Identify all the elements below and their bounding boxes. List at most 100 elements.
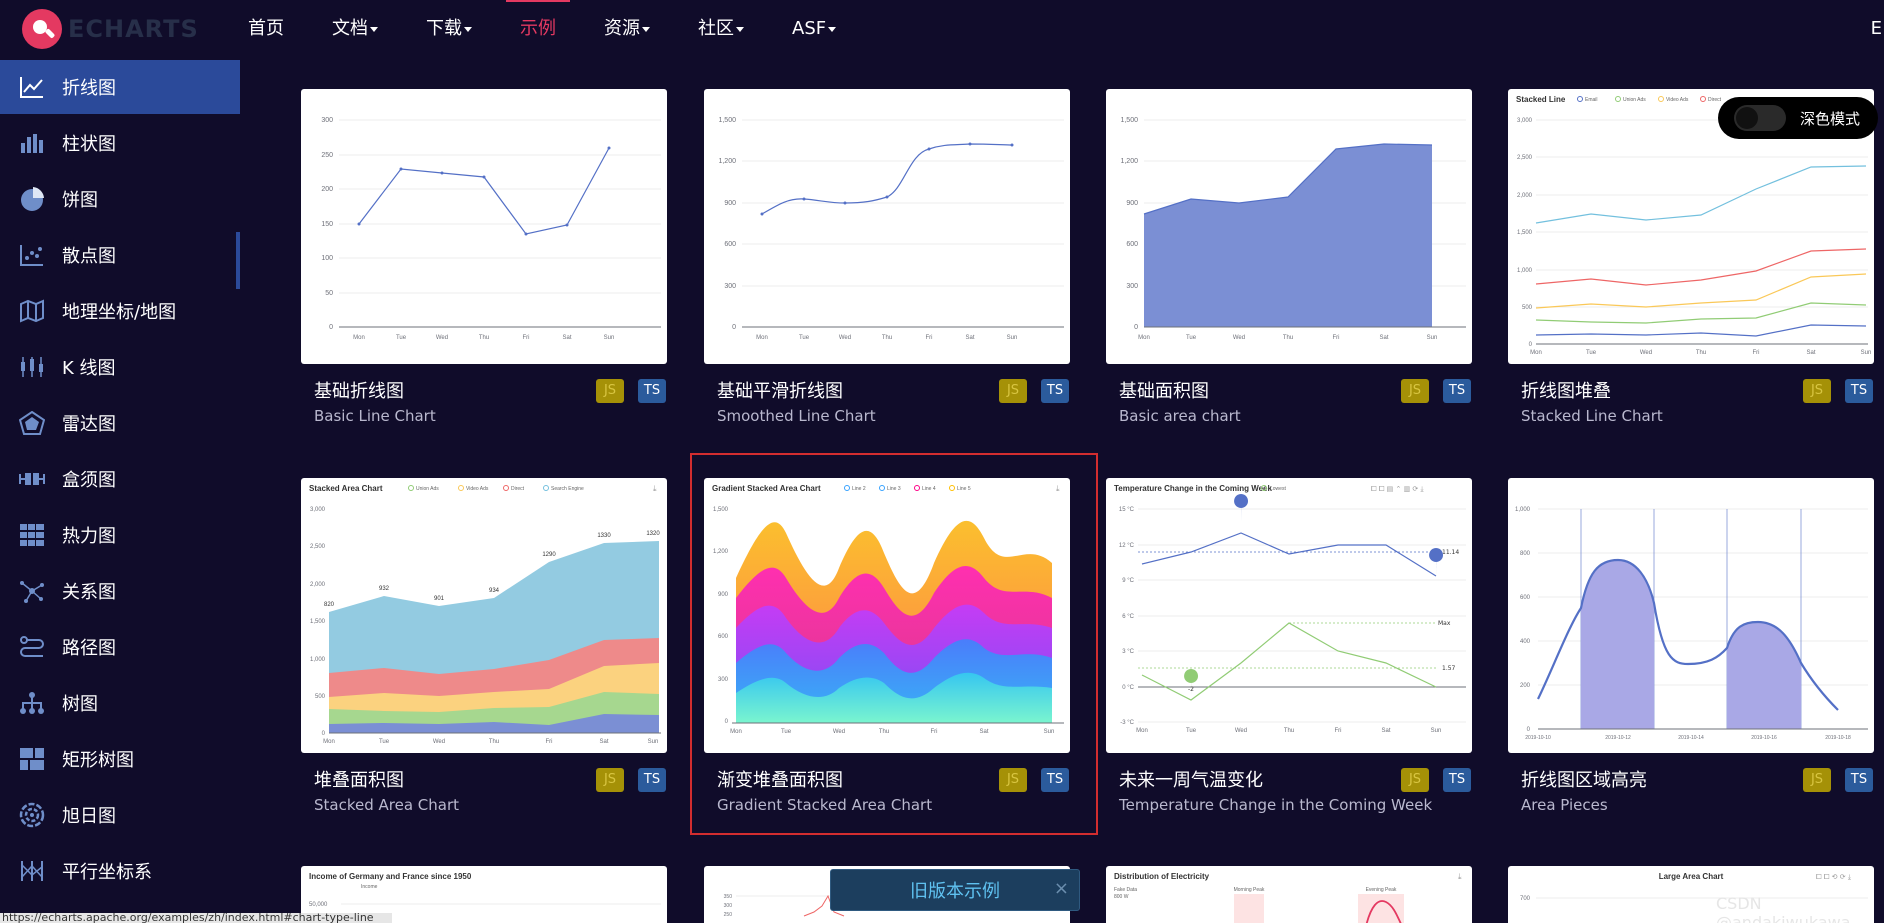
nav-examples[interactable]: 示例 [496, 0, 580, 60]
svg-text:50: 50 [325, 290, 333, 297]
sidebar-item-treemap[interactable]: 矩形树图 [0, 732, 240, 786]
toolbox-icons: ⧠ ⧠ ▤ ⌃ ▥ ⟳ ⤓ [1371, 485, 1424, 493]
card-thumbnail[interactable]: 1,000 800 600 400 200 0 2019-10-10 2019-10-12 2… [1508, 478, 1874, 753]
card-thumbnail[interactable]: 1,500 1,200 900 600 300 0 Mon Tue Wed Thu Fri Sat S… [704, 89, 1070, 364]
ts-badge[interactable]: TS [1041, 768, 1069, 792]
sidebar-item-sunburst[interactable]: 旭日图 [0, 788, 240, 842]
svg-text:Fri: Fri [1753, 350, 1760, 356]
example-card-temperature[interactable]: Temperature Change in the Coming Week Lo… [1106, 478, 1472, 814]
sidebar-item-parallel[interactable]: 平行坐标系 [0, 844, 240, 898]
sidebar-item-heatmap[interactable]: 热力图 [0, 508, 240, 562]
svg-text:⧠ ⧠ ⟲ ⟳ ⤓: ⧠ ⧠ ⟲ ⟳ ⤓ [1816, 873, 1851, 881]
nav-download[interactable]: 下载 [402, 0, 496, 60]
svg-text:3,000: 3,000 [1517, 118, 1533, 124]
js-badge[interactable]: JS [999, 379, 1027, 403]
sidebar-item-candlestick[interactable]: K 线图 [0, 340, 240, 394]
svg-text:Tue: Tue [799, 335, 810, 341]
example-card-electricity[interactable]: Distribution of Electricity ⤓ Fake Data … [1106, 866, 1472, 923]
svg-text:934: 934 [489, 588, 500, 594]
caret-down-icon [370, 26, 378, 32]
nav-resources[interactable]: 资源 [580, 0, 674, 60]
sidebar-item-bar[interactable]: 柱状图 [0, 116, 240, 170]
sidebar-item-graph[interactable]: 关系图 [0, 564, 240, 618]
svg-text:900: 900 [1126, 200, 1138, 207]
card-title-zh[interactable]: 基础面积图 [1119, 381, 1209, 402]
js-badge[interactable]: JS [596, 379, 624, 403]
svg-text:Sun: Sun [604, 335, 615, 341]
heatmap-icon [18, 522, 46, 548]
example-card-basic-line[interactable]: 300 250 200 150 100 50 0 Mon Tue Wed Thu Fri Sat Sun… [301, 89, 667, 425]
sidebar-item-label: 饼图 [62, 190, 98, 211]
ts-badge[interactable]: TS [1443, 379, 1471, 403]
example-card-stacked-area[interactable]: Stacked Area Chart Union Ads Video Ads D… [301, 478, 667, 814]
js-badge[interactable]: JS [1401, 379, 1429, 403]
svg-text:1.57: 1.57 [1442, 665, 1456, 672]
ts-badge[interactable]: TS [638, 768, 666, 792]
card-title-zh[interactable]: 基础平滑折线图 [717, 381, 843, 402]
caret-down-icon [736, 26, 744, 32]
nav-asf[interactable]: ASF [768, 0, 860, 60]
svg-text:Thu: Thu [1696, 350, 1706, 356]
svg-text:1,200: 1,200 [1120, 158, 1138, 165]
nav-community[interactable]: 社区 [674, 0, 768, 60]
svg-text:Lowest: Lowest [1270, 486, 1286, 492]
sidebar-item-radar[interactable]: 雷达图 [0, 396, 240, 450]
close-icon[interactable]: × [1053, 878, 1069, 899]
card-title-zh[interactable]: 折线图堆叠 [1521, 381, 1611, 402]
card-title-zh[interactable]: 渐变堆叠面积图 [717, 770, 843, 791]
sidebar-item-pie[interactable]: 饼图 [0, 172, 240, 226]
card-thumbnail[interactable]: Temperature Change in the Coming Week Lo… [1106, 478, 1472, 753]
ts-badge[interactable]: TS [1041, 379, 1069, 403]
card-title-zh[interactable]: 未来一周气温变化 [1119, 770, 1263, 791]
candlestick-icon [18, 354, 46, 380]
card-thumbnail[interactable]: Stacked Area Chart Union Ads Video Ads D… [301, 478, 667, 753]
sidebar-item-boxplot[interactable]: 盒须图 [0, 452, 240, 506]
sidebar-item-lines[interactable]: 路径图 [0, 620, 240, 674]
js-badge[interactable]: JS [596, 768, 624, 792]
example-card-gradient-stacked-area[interactable]: Gradient Stacked Area Chart Line 2 Line … [704, 478, 1070, 814]
old-version-examples-button[interactable]: 旧版本示例 × [830, 869, 1080, 911]
map-icon [18, 298, 46, 324]
sidebar-item-map[interactable]: 地理坐标/地图 [0, 284, 240, 338]
js-badge[interactable]: JS [1803, 379, 1831, 403]
example-card-large-area[interactable]: Large Area Chart ⧠ ⧠ ⟲ ⟳ ⤓ 700 [1508, 866, 1874, 923]
card-title-zh[interactable]: 基础折线图 [314, 381, 404, 402]
example-card-smoothed-line[interactable]: 1,500 1,200 900 600 300 0 Mon Tue Wed Thu Fri Sat S… [704, 89, 1070, 425]
svg-text:400: 400 [1520, 639, 1531, 645]
svg-text:900: 900 [718, 592, 729, 598]
svg-text:0: 0 [322, 731, 326, 737]
svg-text:300: 300 [724, 903, 733, 909]
card-thumbnail[interactable]: Distribution of Electricity ⤓ Fake Data … [1106, 866, 1472, 923]
svg-text:0 °C: 0 °C [1122, 685, 1134, 691]
ts-badge[interactable]: TS [638, 379, 666, 403]
ts-badge[interactable]: TS [1845, 379, 1873, 403]
card-thumbnail[interactable]: Large Area Chart ⧠ ⧠ ⟲ ⟳ ⤓ 700 [1508, 866, 1874, 923]
js-badge[interactable]: JS [1803, 768, 1831, 792]
ts-badge[interactable]: TS [1443, 768, 1471, 792]
card-thumbnail[interactable]: 1,500 1,200 900 600 300 0 Mon Tue Wed Thu Fri Sat S… [1106, 89, 1472, 364]
sidebar-item-line[interactable]: 折线图 [0, 60, 240, 114]
card-title-zh[interactable]: 折线图区域高亮 [1521, 770, 1647, 791]
card-title-zh[interactable]: 堆叠面积图 [314, 770, 404, 791]
nav-home[interactable]: 首页 [248, 18, 284, 39]
card-thumbnail[interactable]: Gradient Stacked Area Chart Line 2 Line … [704, 478, 1070, 753]
language-switch[interactable]: E [1870, 18, 1882, 39]
dark-mode-toggle[interactable]: 深色模式 [1718, 97, 1878, 139]
example-card-basic-area[interactable]: 1,500 1,200 900 600 300 0 Mon Tue Wed Thu Fri Sat S… [1106, 89, 1472, 425]
svg-text:Line 3: Line 3 [887, 486, 901, 492]
svg-text:Mon: Mon [1136, 728, 1148, 734]
sidebar-item-tree[interactable]: 树图 [0, 676, 240, 730]
js-badge[interactable]: JS [999, 768, 1027, 792]
sidebar-scrollbar[interactable] [236, 232, 240, 289]
scatter-chart-icon [18, 242, 46, 268]
ts-badge[interactable]: TS [1845, 768, 1873, 792]
card-thumbnail[interactable]: 300 250 200 150 100 50 0 Mon Tue Wed Thu Fri Sat Sun [301, 89, 667, 364]
svg-text:150: 150 [321, 221, 333, 228]
echarts-logo[interactable]: ECHARTS [22, 9, 199, 49]
nav-docs[interactable]: 文档 [308, 0, 402, 60]
sidebar-item-scatter[interactable]: 散点图 [0, 228, 240, 282]
js-badge[interactable]: JS [1401, 768, 1429, 792]
toggle-switch[interactable] [1734, 105, 1786, 131]
card-title-en: Basic area chart [1119, 407, 1241, 425]
example-card-area-pieces[interactable]: 1,000 800 600 400 200 0 2019-10-10 2019-10-12 2… [1508, 478, 1874, 814]
